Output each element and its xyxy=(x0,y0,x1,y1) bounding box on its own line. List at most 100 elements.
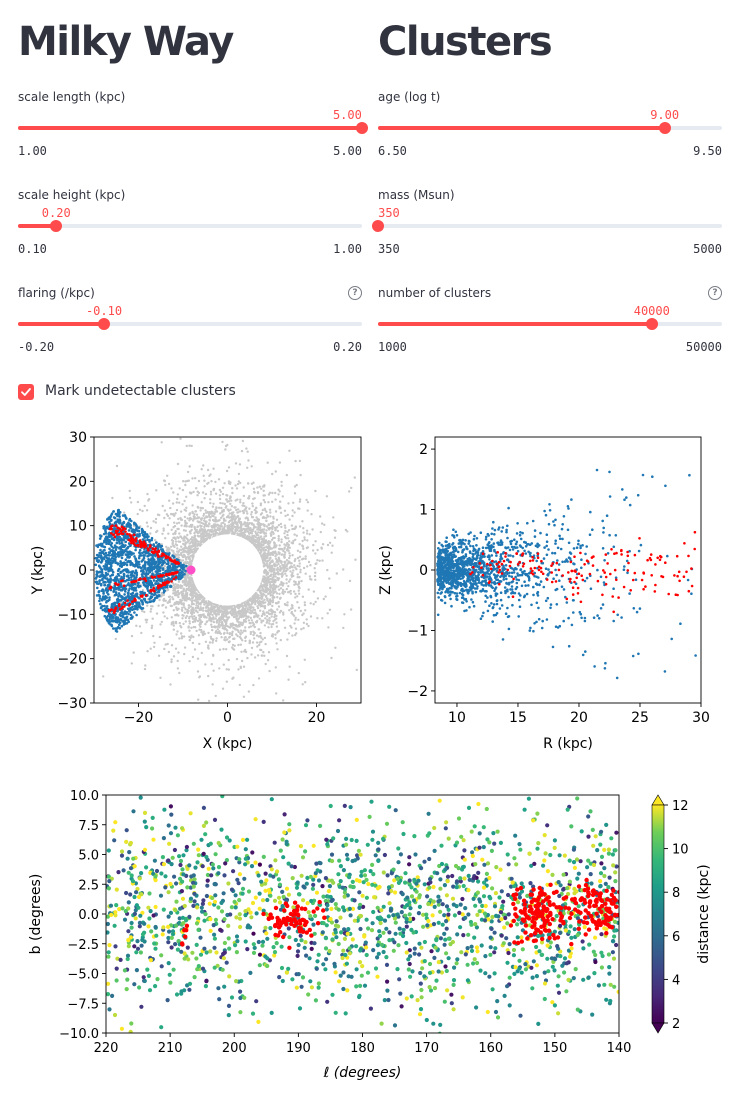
all-cluster-point xyxy=(246,600,249,603)
all-cluster-point xyxy=(268,612,272,616)
all-cluster-point xyxy=(285,574,288,577)
all-cluster-point xyxy=(290,565,293,568)
number-of-clusters-help-icon[interactable]: ? xyxy=(708,286,722,300)
all-cluster-point xyxy=(210,625,214,629)
number-of-clusters-slider[interactable]: number of clusters ? 40000 1000 50000 xyxy=(378,286,722,366)
all-cluster-point xyxy=(296,601,299,604)
all-cluster-point xyxy=(276,631,279,634)
all-cluster-point xyxy=(177,536,180,540)
detected-cluster-point xyxy=(114,627,117,630)
scale-height-slider[interactable]: scale height (kpc) 0.20 0.10 1.00 xyxy=(18,188,362,268)
all-cluster-point xyxy=(305,498,308,502)
age-label: age (log t) xyxy=(378,90,441,104)
all-cluster-point xyxy=(269,584,272,587)
flaring-thumb[interactable] xyxy=(98,318,110,330)
all-cluster-point xyxy=(193,619,196,622)
all-cluster-point xyxy=(259,529,262,532)
mark-undetectable-checkbox[interactable] xyxy=(18,384,34,400)
detected-cluster-point xyxy=(152,565,156,568)
all-cluster-point xyxy=(189,547,192,551)
all-cluster-point xyxy=(149,526,153,530)
all-cluster-point xyxy=(172,532,175,536)
detected-cluster-point xyxy=(133,555,136,558)
all-cluster-point xyxy=(230,605,233,609)
all-cluster-point xyxy=(260,595,264,599)
all-cluster-point xyxy=(280,547,283,551)
all-cluster-point xyxy=(140,631,143,635)
all-cluster-point xyxy=(163,615,166,618)
all-cluster-point xyxy=(175,508,179,512)
mass-slider[interactable]: mass (Msun) 350 350 5000 xyxy=(372,188,722,268)
all-cluster-point xyxy=(266,572,269,576)
all-cluster-point xyxy=(200,651,203,655)
all-cluster-point xyxy=(175,522,179,525)
all-cluster-point xyxy=(236,524,239,527)
flaring-track[interactable] xyxy=(18,318,362,330)
all-cluster-point xyxy=(203,603,206,606)
all-cluster-point xyxy=(211,607,214,611)
scale-length-thumb[interactable] xyxy=(356,122,368,134)
scale-height-track[interactable] xyxy=(18,220,362,232)
all-cluster-point xyxy=(331,544,334,547)
all-cluster-point xyxy=(221,687,225,690)
all-cluster-point xyxy=(266,611,269,614)
mass-track[interactable] xyxy=(372,220,722,232)
all-cluster-point xyxy=(246,450,249,453)
all-cluster-point xyxy=(272,579,275,583)
all-cluster-point xyxy=(285,567,289,570)
all-cluster-point xyxy=(303,603,307,607)
detected-cluster-point xyxy=(166,568,169,571)
all-cluster-point xyxy=(185,561,189,564)
all-cluster-point xyxy=(277,534,280,538)
scale-length-track[interactable] xyxy=(18,122,368,134)
age-slider[interactable]: age (log t) 9.00 6.50 9.50 xyxy=(378,90,722,170)
all-cluster-point xyxy=(180,626,183,629)
all-cluster-point xyxy=(249,622,252,625)
all-cluster-point xyxy=(291,613,294,616)
all-cluster-point xyxy=(246,521,249,524)
all-cluster-point xyxy=(274,470,277,473)
all-cluster-point xyxy=(214,516,217,519)
number-of-clusters-track[interactable] xyxy=(378,318,722,330)
all-cluster-point xyxy=(225,609,228,612)
all-cluster-point xyxy=(186,537,189,541)
all-cluster-point xyxy=(282,549,285,553)
all-cluster-point xyxy=(269,534,273,537)
all-cluster-point xyxy=(283,509,287,512)
all-cluster-point xyxy=(206,646,210,649)
detected-cluster-point xyxy=(134,606,137,609)
scale-length-slider[interactable]: scale length (kpc) 5.00 1.00 5.00 xyxy=(18,90,368,170)
all-cluster-point xyxy=(240,650,243,653)
all-cluster-point xyxy=(184,480,187,483)
detected-cluster-point xyxy=(131,602,135,606)
all-cluster-point xyxy=(228,632,231,636)
all-cluster-point xyxy=(188,465,191,468)
all-cluster-point xyxy=(188,519,191,522)
all-cluster-point xyxy=(161,504,164,508)
age-thumb[interactable] xyxy=(658,122,671,134)
flaring-help-icon[interactable]: ? xyxy=(348,286,362,300)
all-cluster-point xyxy=(230,499,233,502)
detected-cluster-point xyxy=(168,552,171,555)
detected-cluster-point xyxy=(146,601,149,604)
age-track[interactable] xyxy=(378,122,722,134)
all-cluster-point xyxy=(306,501,310,504)
all-cluster-point xyxy=(216,604,219,607)
scale-height-thumb[interactable] xyxy=(50,220,63,232)
all-cluster-point xyxy=(260,614,264,618)
detected-cluster-point xyxy=(104,589,107,592)
number-of-clusters-thumb[interactable] xyxy=(645,318,658,330)
all-cluster-point xyxy=(193,586,196,589)
all-cluster-point xyxy=(226,443,229,447)
all-cluster-point xyxy=(176,583,179,586)
mass-thumb[interactable] xyxy=(372,220,384,232)
all-cluster-point xyxy=(277,629,280,633)
all-cluster-point xyxy=(198,602,202,605)
all-cluster-point xyxy=(257,614,260,617)
flaring-slider[interactable]: flaring (/kpc) ? -0.10 -0.20 0.20 xyxy=(18,286,362,366)
all-cluster-point xyxy=(274,572,277,575)
all-cluster-point xyxy=(162,597,166,601)
detected-cluster-point xyxy=(125,622,129,625)
detected-cluster-point xyxy=(156,582,159,586)
all-cluster-point xyxy=(274,546,277,549)
